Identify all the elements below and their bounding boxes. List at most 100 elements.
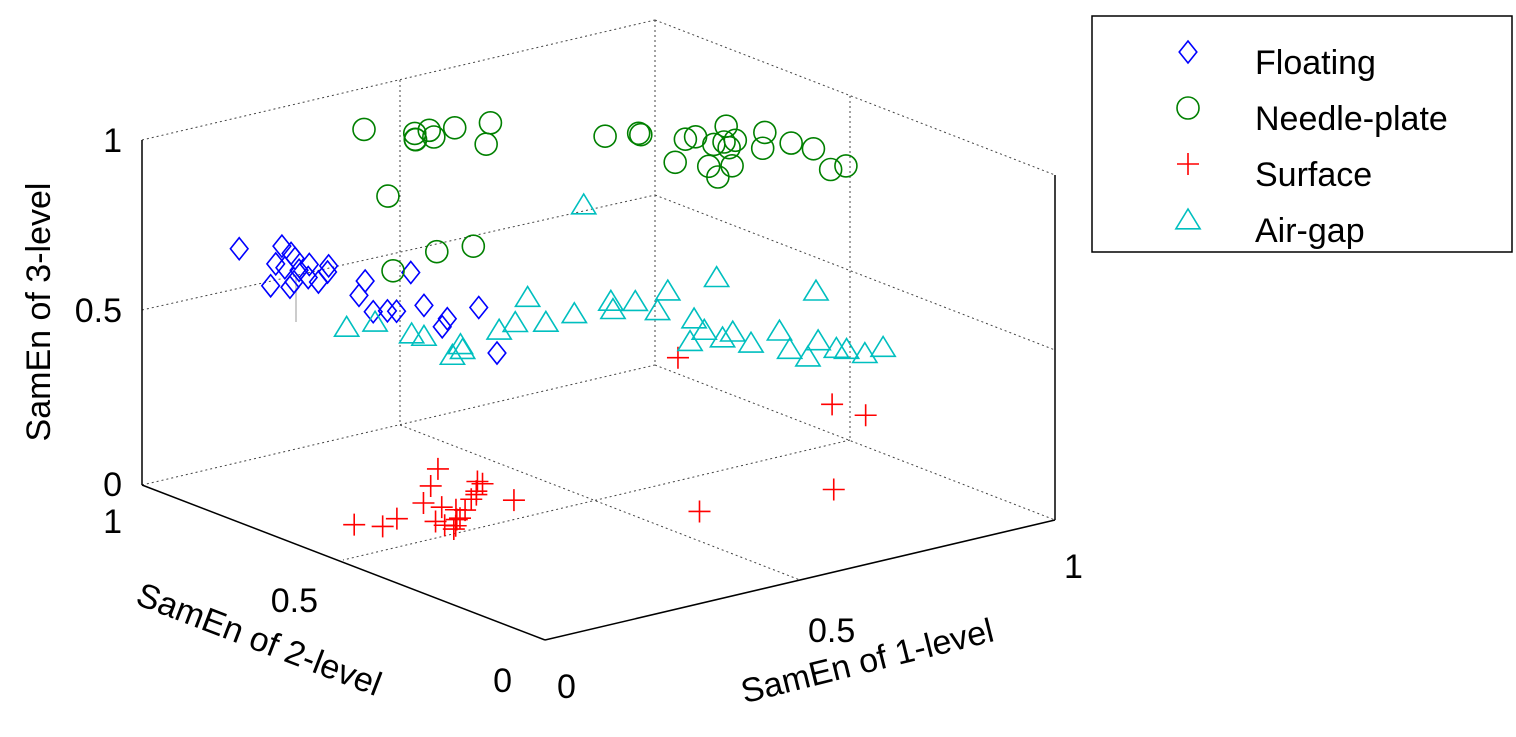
diamond-marker [299,252,320,277]
legend-floating-label: Floating [1255,44,1376,82]
triangle-marker [333,314,361,338]
triangle-marker [794,344,822,367]
legend-markers [1174,39,1202,230]
circle-marker [673,127,698,151]
triangle-marker [676,329,704,352]
plus-marker [419,474,442,497]
circle-marker [723,128,748,153]
plus-marker [371,515,394,538]
diamond-marker [298,265,319,290]
y-tick-0: 0 [493,662,512,700]
plus-marker [454,499,477,522]
diamond-marker [260,273,281,299]
z-axis-label: SamEn of 3-level [20,183,58,442]
plus-marker [688,500,711,523]
plus-marker [821,393,844,416]
grid-y05-floor [399,424,801,581]
plus-marker [343,513,366,536]
triangle-marker [438,342,466,366]
diamond-marker [432,314,453,340]
circle-marker [478,111,503,135]
triangle-marker [532,309,560,333]
circle-marker [834,154,858,178]
triangle-marker [833,337,861,360]
plus-marker [444,514,467,537]
grid-floor-back-left [141,364,656,486]
legend-box [1091,15,1513,253]
plus-marker [445,508,468,531]
circle-marker [712,130,736,154]
circle-marker [403,127,428,152]
diamond-marker [272,233,292,259]
legend-needle-plate-label: Needle-plate [1255,100,1448,138]
x-tick-1: 1 [1064,548,1083,586]
circle-marker [417,118,442,143]
y-tick-1: 1 [103,503,122,541]
triangle-marker [560,301,588,324]
circle-marker [461,234,486,258]
z-tick-0: 0 [103,466,122,504]
triangle-marker [644,298,672,321]
triangle-marker [449,337,477,360]
triangle-marker [361,309,389,332]
diamond-marker [280,274,300,300]
circle-marker [628,122,653,147]
plus-marker [385,507,408,530]
diamond-marker [308,269,329,295]
plus-marker [502,489,525,512]
triangle-marker [599,297,627,320]
plus-marker [424,510,447,533]
diamond-marker [363,299,384,325]
triangle-marker [514,285,542,308]
triangle-marker [680,306,708,329]
grid-layer [141,19,1056,581]
grid-x05-floor [342,439,851,561]
circle-marker [663,150,687,175]
circle-marker [442,116,467,140]
triangle-marker [737,330,765,353]
plus-marker [412,492,435,514]
axes-box [141,140,1056,641]
circle-marker [402,121,427,146]
triangle-marker [869,334,897,358]
circle-marker [801,137,826,161]
circle-marker [706,165,730,189]
circle-marker [593,124,617,148]
triangle-marker [822,335,850,359]
triangle-marker [804,328,832,351]
grid-z1-right-wall [654,19,1056,176]
x-tick-05: 0.5 [808,612,855,650]
triangle-marker [765,318,793,341]
grid-z05-right-wall [654,194,1056,351]
diamond-marker [468,295,489,320]
diamond-marker [289,258,309,283]
legend-diamond-icon [1178,39,1198,65]
circle-marker [818,157,843,182]
circle-marker [424,239,449,264]
y-axis-label: SamEn of 2-level [131,576,386,704]
triangle-marker [802,278,830,301]
x-tick-0: 0 [557,668,576,706]
circle-marker [717,135,741,160]
triangle-marker [654,278,682,301]
diamond-marker [318,253,339,279]
triangle-marker [501,310,529,333]
z-tick-1: 1 [103,122,122,160]
diamond-marker [285,246,305,271]
circle-marker [626,121,651,146]
plus-marker [822,478,845,501]
y-axis-line [141,484,546,641]
triangle-marker [570,192,598,215]
triangle-marker [410,323,438,347]
grid-floor-back-right [654,364,1056,521]
triangle-marker [690,317,718,341]
z-tick-05: 0.5 [75,292,122,330]
triangle-marker [703,265,731,288]
circle-marker [750,136,775,161]
diamond-marker [349,283,369,308]
circle-marker [422,125,446,149]
triangle-marker [709,325,737,348]
legend-plus-icon [1177,153,1199,175]
circle-marker [474,132,498,156]
